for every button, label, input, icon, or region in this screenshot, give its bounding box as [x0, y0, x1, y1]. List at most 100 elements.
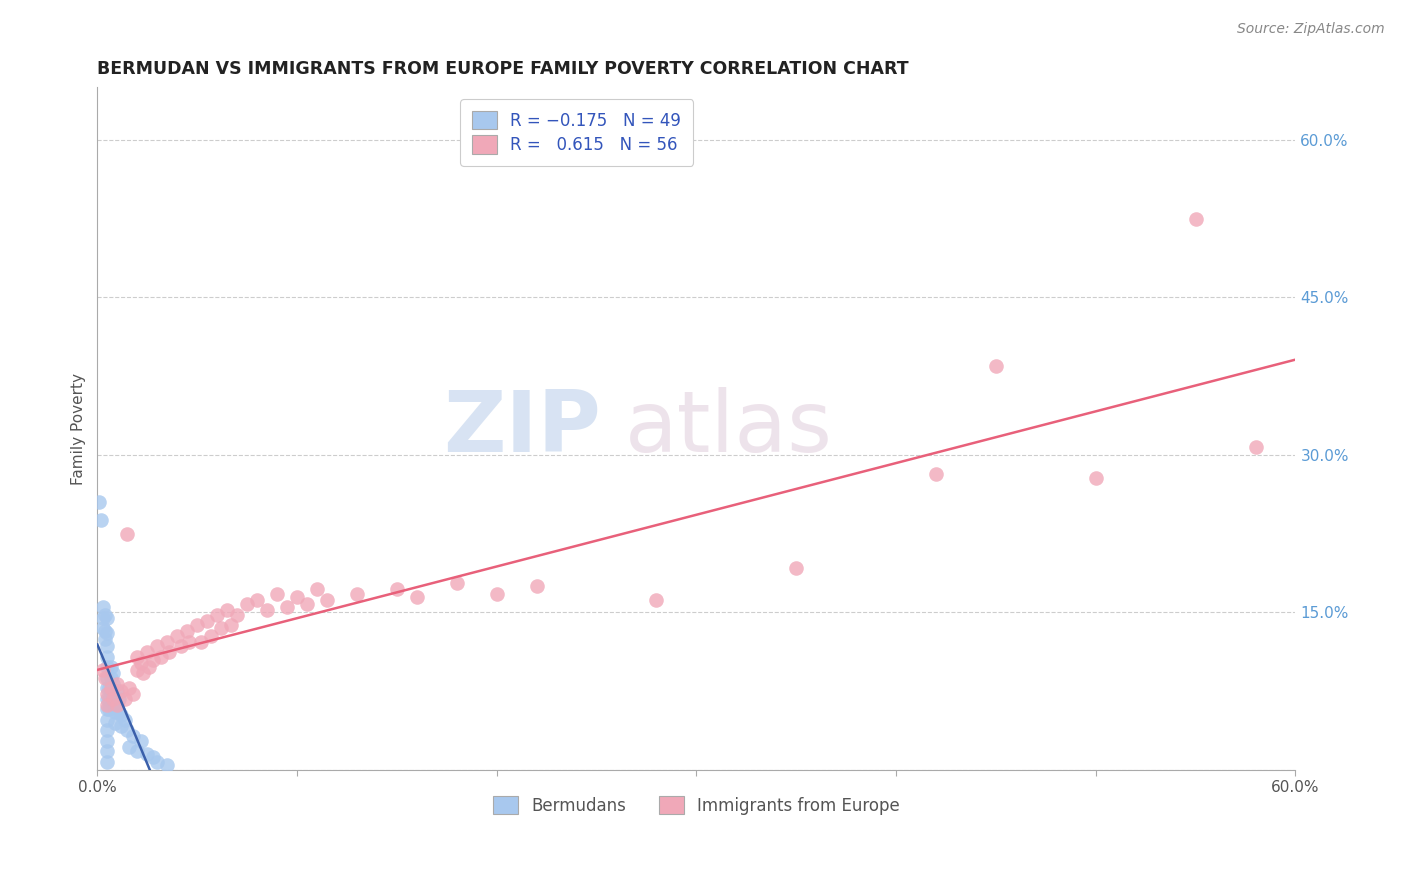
Point — [170, 639, 193, 653]
Point — [100, 684, 122, 698]
Point — [94, 671, 117, 685]
Point — [129, 733, 152, 747]
Point — [96, 702, 118, 716]
Point — [108, 705, 131, 719]
Point — [190, 635, 212, 649]
Point — [127, 744, 149, 758]
Point — [89, 495, 111, 509]
Point — [94, 607, 117, 622]
Point — [96, 660, 118, 674]
Point — [295, 597, 318, 611]
Point — [93, 600, 115, 615]
Point — [385, 582, 408, 597]
Point — [103, 691, 125, 706]
Point — [118, 681, 141, 695]
Point — [142, 750, 165, 764]
Point — [96, 755, 118, 769]
Legend: Bermudans, Immigrants from Europe: Bermudans, Immigrants from Europe — [484, 788, 908, 823]
Point — [146, 639, 169, 653]
Point — [94, 624, 117, 639]
Text: BERMUDAN VS IMMIGRANTS FROM EUROPE FAMILY POVERTY CORRELATION CHART: BERMUDAN VS IMMIGRANTS FROM EUROPE FAMIL… — [97, 60, 908, 78]
Point — [1084, 471, 1107, 485]
Point — [117, 526, 139, 541]
Point — [205, 607, 228, 622]
Point — [142, 653, 165, 667]
Point — [94, 632, 117, 646]
Point — [103, 695, 125, 709]
Point — [146, 755, 169, 769]
Point — [195, 614, 218, 628]
Point — [446, 576, 468, 591]
Point — [176, 624, 198, 639]
Point — [96, 611, 118, 625]
Point — [96, 723, 118, 737]
Point — [96, 639, 118, 653]
Point — [526, 579, 548, 593]
Point — [93, 621, 115, 635]
Point — [105, 677, 128, 691]
Point — [179, 635, 201, 649]
Point — [156, 635, 179, 649]
Point — [127, 663, 149, 677]
Point — [96, 691, 118, 706]
Point — [405, 590, 427, 604]
Text: ZIP: ZIP — [443, 387, 600, 470]
Point — [103, 677, 125, 691]
Point — [96, 744, 118, 758]
Point — [105, 684, 128, 698]
Point — [217, 603, 239, 617]
Point — [236, 597, 259, 611]
Point — [156, 757, 179, 772]
Point — [256, 603, 278, 617]
Point — [108, 691, 131, 706]
Point — [246, 593, 269, 607]
Point — [1244, 440, 1267, 454]
Point — [96, 649, 118, 664]
Point — [645, 593, 668, 607]
Point — [209, 621, 232, 635]
Point — [96, 681, 118, 695]
Point — [266, 586, 288, 600]
Point — [104, 715, 127, 730]
Point — [127, 649, 149, 664]
Point — [485, 586, 508, 600]
Point — [100, 671, 122, 685]
Point — [785, 561, 807, 575]
Point — [122, 730, 145, 744]
Text: Source: ZipAtlas.com: Source: ZipAtlas.com — [1237, 22, 1385, 37]
Point — [157, 645, 180, 659]
Point — [1184, 211, 1206, 226]
Point — [105, 698, 128, 712]
Text: atlas: atlas — [624, 387, 832, 470]
Point — [104, 705, 127, 719]
Point — [276, 600, 298, 615]
Point — [114, 713, 136, 727]
Point — [136, 645, 159, 659]
Point — [96, 671, 118, 685]
Point — [129, 656, 152, 670]
Point — [138, 660, 160, 674]
Point — [110, 708, 132, 723]
Point — [200, 629, 222, 643]
Point — [118, 739, 141, 754]
Point — [96, 698, 118, 712]
Point — [346, 586, 368, 600]
Point — [114, 691, 136, 706]
Point — [219, 618, 242, 632]
Point — [93, 663, 115, 677]
Point — [117, 723, 139, 737]
Point — [105, 698, 128, 712]
Point — [305, 582, 328, 597]
Point — [96, 733, 118, 747]
Point — [96, 713, 118, 727]
Point — [93, 611, 115, 625]
Point — [98, 702, 121, 716]
Point — [285, 590, 308, 604]
Point — [226, 607, 249, 622]
Point — [150, 649, 173, 664]
Point — [100, 660, 122, 674]
Point — [96, 626, 118, 640]
Point — [166, 629, 188, 643]
Point — [90, 513, 112, 527]
Point — [136, 747, 159, 762]
